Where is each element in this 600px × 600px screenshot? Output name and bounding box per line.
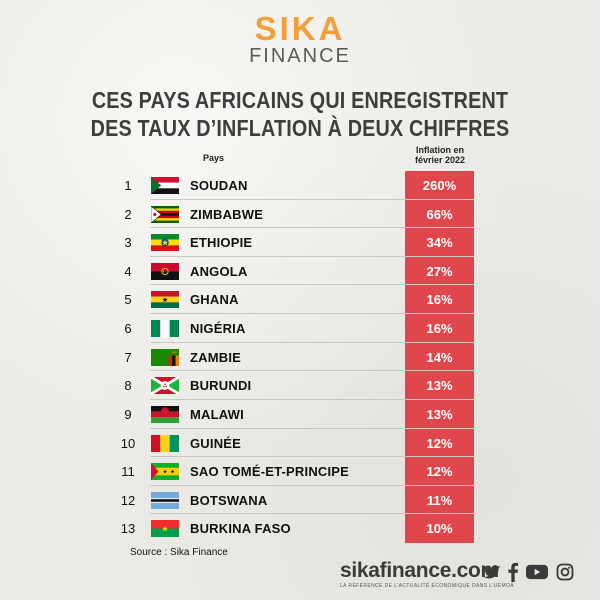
- row-divider: [150, 370, 475, 372]
- table-row: 4 ANGOLA 27%: [0, 257, 600, 286]
- title-line-1: CES PAYS AFRICAINS QUI ENREGISTRENT: [91, 87, 509, 113]
- row-inflation-value: 13%: [426, 406, 453, 422]
- footer-tagline: LA RÉFÉRENCE DE L’ACTUALITÉ ÉCONOMIQUE D…: [340, 583, 515, 589]
- row-rank: 5: [124, 292, 132, 308]
- column-header-inflation-line-1: Inflation en: [416, 145, 464, 155]
- row-divider: [150, 284, 475, 286]
- ghana-flag-icon: [151, 291, 179, 309]
- row-inflation-value: 11%: [426, 492, 453, 508]
- table-row: 5 GHANA 16%: [0, 285, 600, 315]
- table-row: 7 ZAMBIE 14%: [0, 343, 600, 372]
- twitter-icon[interactable]: [483, 562, 501, 582]
- row-divider: [150, 398, 475, 400]
- row-divider: [150, 341, 475, 343]
- row-inflation-value: 16%: [426, 321, 453, 337]
- table-row: 9 MALAWI 13%: [0, 400, 600, 429]
- row-country: BOTSWANA: [190, 492, 268, 508]
- row-inflation-value: 66%: [426, 206, 453, 222]
- logo-sika-text: SIKA: [254, 10, 346, 47]
- table-row: 13 BURKINA FASO 10%: [0, 514, 600, 543]
- row-rank: 3: [124, 235, 132, 251]
- column-header-inflation-line-2: février 2022: [414, 155, 466, 165]
- column-header-inflation: Inflation en février 2022: [404, 145, 476, 165]
- logo-finance-text: FINANCE: [249, 45, 351, 67]
- row-divider: [150, 255, 475, 257]
- table-row: 1 SOUDAN 260%: [0, 171, 600, 200]
- source-note: Source : Sika Finance: [130, 547, 228, 558]
- row-country: SAO TOMÉ-ET-PRINCIPE: [190, 464, 350, 480]
- instagram-icon[interactable]: [556, 562, 574, 582]
- row-inflation-value: 12%: [426, 435, 453, 451]
- row-country: ANGOLA: [190, 263, 248, 279]
- inflation-column-background: [405, 171, 474, 543]
- row-country: ZIMBABWE: [190, 206, 264, 222]
- column-header-country: Pays: [203, 153, 225, 163]
- row-inflation-value: 260%: [422, 178, 457, 193]
- botswana-flag-icon: [151, 491, 179, 509]
- table-row: 3 ETHIOPIE 34%: [0, 228, 600, 257]
- row-rank: 6: [124, 321, 132, 337]
- row-rank: 12: [120, 492, 136, 508]
- nigeria-flag-icon: [151, 320, 179, 338]
- table-row: 2 ZIMBABWE 66%: [0, 200, 600, 229]
- row-rank: 11: [121, 464, 135, 480]
- row-divider: [150, 198, 475, 200]
- row-country: NIGÉRIA: [190, 321, 246, 337]
- malawi-flag-icon: [151, 405, 179, 423]
- burkina-faso-flag-icon: [151, 520, 179, 538]
- row-rank: 7: [124, 349, 132, 365]
- zimbabwe-flag-icon: [151, 205, 179, 223]
- table-row: 12 BOTSWANA 11%: [0, 486, 600, 515]
- row-inflation-value: 12%: [426, 464, 453, 480]
- row-inflation-value: 13%: [426, 378, 453, 394]
- sao-tome-flag-icon: [151, 463, 179, 481]
- chart-title: CES PAYS AFRICAINS QUI ENREGISTRENT DES …: [42, 86, 558, 142]
- row-divider: [150, 427, 475, 429]
- row-divider: [150, 513, 475, 515]
- guinea-flag-icon: [151, 434, 179, 452]
- youtube-icon[interactable]: [526, 562, 548, 582]
- sika-finance-logo: SIKA FINANCE: [0, 10, 600, 67]
- row-rank: 8: [124, 378, 132, 394]
- title-line-2: DES TAUX D’INFLATION À DEUX CHIFFRES: [90, 115, 510, 141]
- row-country: GUINÉE: [190, 435, 242, 451]
- row-rank: 10: [120, 435, 136, 451]
- row-country: ETHIOPIE: [190, 235, 253, 251]
- row-inflation-value: 34%: [426, 235, 453, 251]
- zambia-flag-icon: [151, 348, 179, 366]
- footer-site-name[interactable]: sikafinance.com: [340, 559, 499, 582]
- row-country: GHANA: [190, 292, 239, 308]
- table-row: 10 GUINÉE 12%: [0, 429, 600, 458]
- row-rank: 1: [124, 178, 132, 193]
- row-inflation-value: 16%: [426, 292, 453, 308]
- row-country: BURKINA FASO: [190, 521, 291, 537]
- table-row: 6 NIGÉRIA 16%: [0, 314, 600, 343]
- angola-flag-icon: [151, 262, 179, 280]
- table-row: 11 SAO TOMÉ-ET-PRINCIPE 12%: [0, 457, 600, 486]
- row-rank: 9: [124, 406, 132, 422]
- row-divider: [150, 313, 475, 315]
- burundi-flag-icon: [151, 377, 179, 395]
- facebook-icon[interactable]: [507, 562, 519, 582]
- row-divider: [150, 227, 475, 229]
- row-rank: 2: [124, 206, 132, 222]
- row-country: BURUNDI: [190, 378, 252, 394]
- row-country: ZAMBIE: [190, 349, 242, 365]
- row-inflation-value: 27%: [426, 263, 453, 279]
- table-row: 8 BURUNDI 13%: [0, 371, 600, 400]
- row-country: MALAWI: [190, 406, 244, 422]
- sudan-flag-icon: [151, 177, 179, 194]
- row-inflation-value: 10%: [426, 521, 453, 537]
- row-rank: 13: [120, 521, 136, 537]
- ethiopia-flag-icon: [151, 234, 179, 252]
- row-country: SOUDAN: [190, 178, 248, 193]
- row-divider: [150, 456, 475, 458]
- row-divider: [150, 484, 475, 486]
- row-rank: 4: [124, 263, 132, 279]
- row-inflation-value: 14%: [426, 349, 453, 365]
